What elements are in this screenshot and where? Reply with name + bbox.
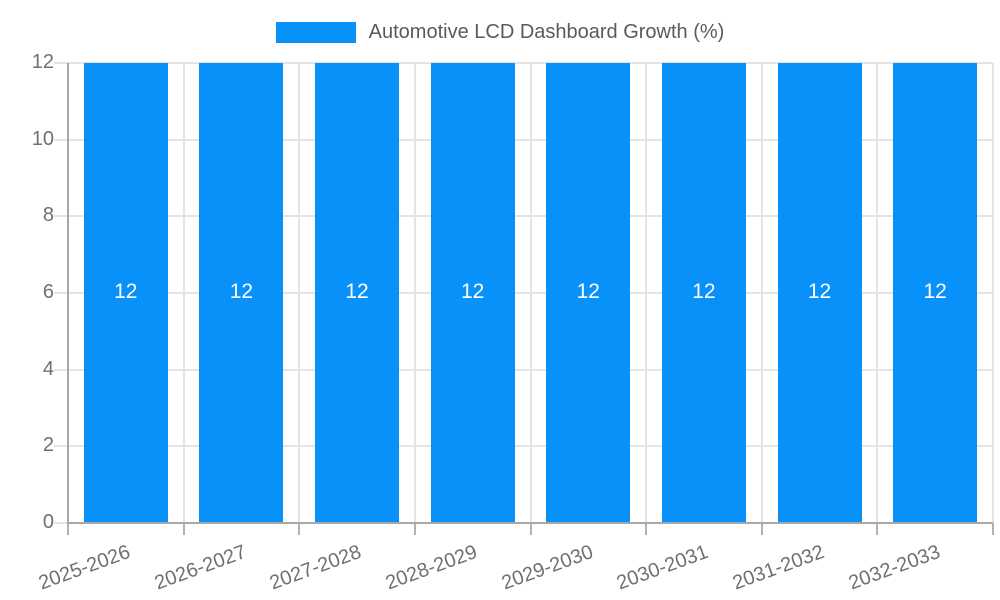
x-axis-tick-label: 2032-2033 (845, 541, 943, 595)
y-axis-line (67, 63, 69, 524)
x-axis-tick-mark (645, 523, 648, 535)
y-gridline (54, 368, 993, 371)
legend-label: Automotive LCD Dashboard Growth (%) (368, 20, 725, 43)
x-axis-tick-mark (298, 523, 301, 535)
x-gridline (992, 63, 994, 523)
bar-2028-2029[interactable] (430, 63, 515, 523)
x-axis-tick-label: 2031-2032 (729, 541, 828, 595)
x-axis-tick-mark (182, 523, 185, 535)
x-axis-tick-mark (67, 523, 69, 535)
bar-2032-2033[interactable] (893, 63, 978, 523)
x-axis-tick-label: 2029-2030 (498, 541, 596, 595)
x-axis-tick-mark (529, 523, 532, 535)
x-axis-tick-mark (876, 523, 879, 535)
y-axis-tick-label: 10 (31, 127, 54, 150)
x-axis-line (67, 522, 993, 524)
y-axis-tick-label: 8 (42, 204, 54, 227)
x-axis-tick-mark (992, 523, 994, 535)
x-gridline (876, 63, 879, 523)
y-axis-tick-label: 6 (42, 281, 54, 303)
x-gridline (298, 63, 301, 523)
y-axis-tick-label: 0 (42, 511, 54, 533)
x-gridline (760, 63, 763, 523)
y-axis-tick-label: 2 (42, 434, 54, 457)
y-gridline (54, 215, 993, 218)
y-gridline (54, 445, 993, 448)
x-axis-tick-mark (760, 523, 763, 535)
x-axis-tick-label: 2028-2029 (382, 541, 481, 595)
x-gridline (413, 63, 416, 523)
x-axis-tick-label: 2026-2027 (151, 541, 249, 595)
y-gridline (54, 138, 993, 141)
bar-2026-2027[interactable] (199, 63, 284, 523)
bar-2029-2030[interactable] (546, 63, 631, 523)
x-axis-tick-label: 2025-2026 (35, 541, 134, 595)
legend-swatch (275, 21, 356, 43)
x-gridline (182, 63, 185, 523)
x-gridline (645, 63, 648, 523)
legend[interactable]: Automotive LCD Dashboard Growth (%) (0, 18, 1000, 46)
x-axis-tick-mark (413, 523, 416, 535)
bar-2030-2031[interactable] (661, 63, 746, 523)
plot-area: 0 2 4 6 8 10 12 12 2025-2026 12 2026-2027 12 2027-20… (32, 51, 994, 594)
y-axis-tick-label: 12 (31, 51, 54, 73)
x-gridline (529, 63, 532, 523)
y-axis-tick-label: 4 (42, 357, 54, 380)
bar-2031-2032[interactable] (777, 63, 862, 523)
x-axis-tick-label: 2027-2028 (267, 541, 365, 595)
y-gridline (54, 62, 993, 64)
bar-2025-2026[interactable] (83, 63, 168, 523)
y-gridline (54, 292, 993, 294)
x-axis-tick-label: 2030-2031 (614, 541, 712, 595)
bar-2027-2028[interactable] (315, 63, 400, 523)
